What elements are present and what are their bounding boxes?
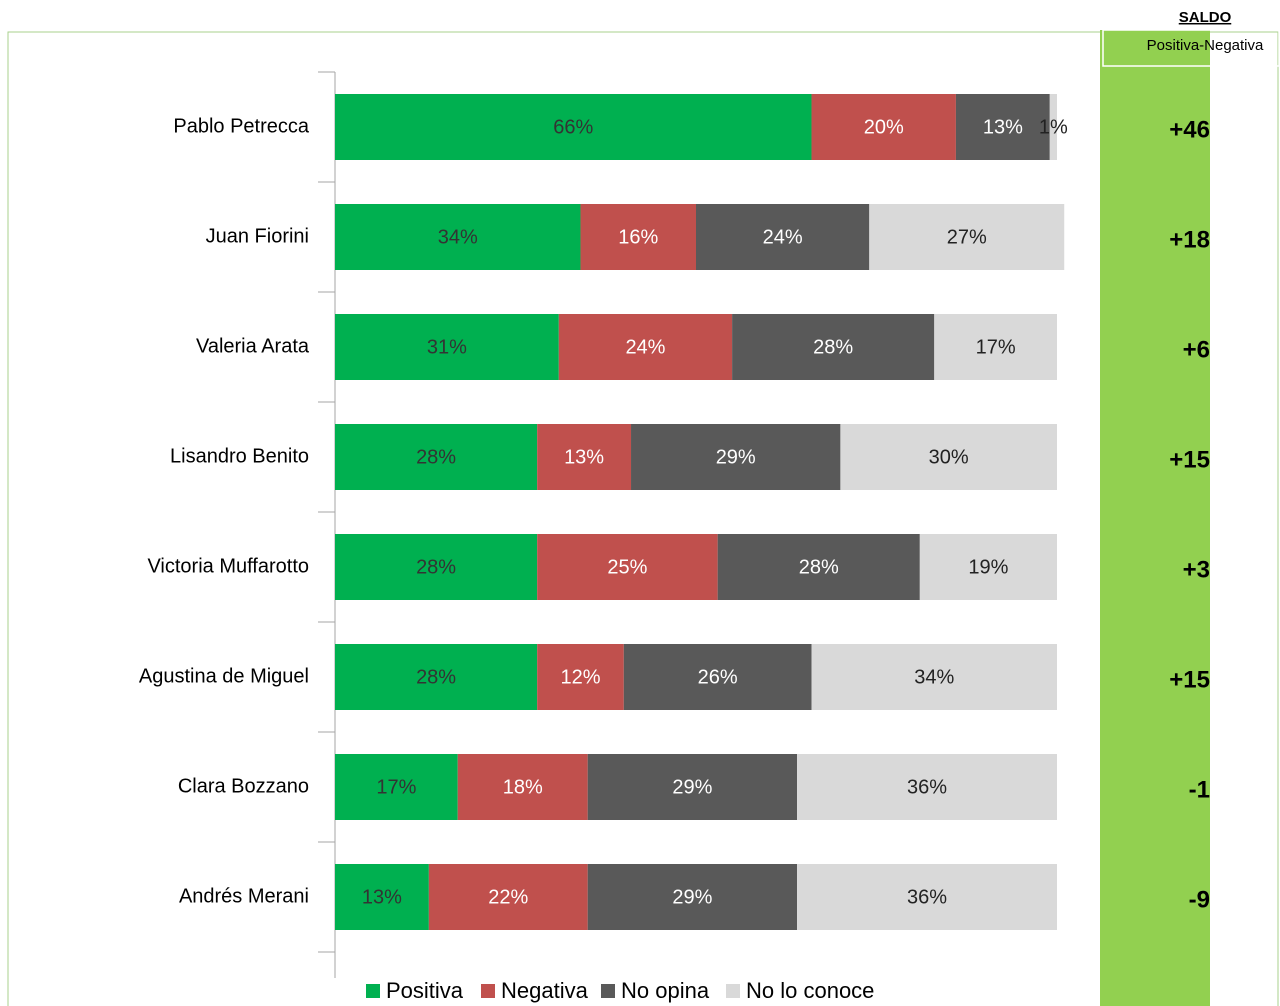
value-label: 29% [716,446,756,468]
bar-segment [558,314,733,380]
bar-segment [955,94,1050,160]
bar-segment [934,314,1057,380]
saldo-value: +3 [1183,556,1210,583]
chart-frame [7,31,1279,1006]
bar-segment [623,644,812,710]
bar-segment [811,94,956,160]
value-label: 19% [968,556,1008,578]
bar-segment [335,754,458,820]
saldo-value: +15 [1169,446,1210,473]
bar-segment [840,424,1057,490]
category-label: Agustina de Miguel [139,665,309,687]
saldo-value: -1 [1189,776,1210,803]
saldo-header-box [1102,29,1280,67]
legend-swatch [481,984,495,998]
bar-segment [457,754,588,820]
value-label: 30% [929,446,969,468]
bar-segment [587,864,798,930]
value-label: 28% [416,556,456,578]
value-label: 66% [553,116,593,138]
legend-label: Negativa [501,978,589,1003]
value-label: 29% [672,776,712,798]
category-label: Lisandro Benito [170,445,309,467]
saldo-value: +6 [1183,336,1210,363]
bar-segment [1049,94,1057,160]
value-label: 36% [907,776,947,798]
bar-segment [631,424,841,490]
bar-segment [537,644,624,710]
value-label: 34% [438,226,478,248]
value-label: 27% [947,226,987,248]
bar-segment [428,864,588,930]
value-label: 22% [488,886,528,908]
saldo-value: -9 [1189,886,1210,913]
bar-segment [696,204,870,270]
category-label: Clara Bozzano [178,775,309,797]
value-label: 28% [416,666,456,688]
value-label: 26% [698,666,738,688]
value-label: 13% [983,116,1023,138]
value-label: 17% [976,336,1016,358]
value-label: 28% [813,336,853,358]
saldo-column [1100,30,1210,1006]
value-label: 1% [1039,116,1068,138]
bar-segment [335,864,429,930]
bar-segment [537,424,632,490]
value-label: 13% [362,886,402,908]
value-label: 31% [427,336,467,358]
category-label: Andrés Merani [179,885,309,907]
value-label: 36% [907,886,947,908]
bar-segment [811,644,1057,710]
bar-segment [537,534,718,600]
bar-segment [797,754,1057,820]
bar-segment [580,204,696,270]
legend-label: No opina [621,978,710,1003]
bar-segment [797,864,1057,930]
value-label: 16% [618,226,658,248]
value-label: 17% [376,776,416,798]
bar-segment [335,534,538,600]
bar-segment [717,534,920,600]
legend-swatch [726,984,740,998]
value-label: 34% [914,666,954,688]
legend-label: Positiva [386,978,464,1003]
value-label: 29% [672,886,712,908]
bar-segment [335,424,538,490]
category-label: Victoria Muffarotto [147,555,309,577]
bar-segment [587,754,798,820]
legend-swatch [601,984,615,998]
bar-segment [335,204,581,270]
value-label: 12% [560,666,600,688]
category-label: Juan Fiorini [206,225,309,247]
bar-segment [335,94,812,160]
value-label: 13% [564,446,604,468]
saldo-value: +18 [1169,226,1210,253]
legend-swatch [366,984,380,998]
saldo-value: +15 [1169,666,1210,693]
bar-segment [869,204,1065,270]
legend-label: No lo conoce [746,978,874,1003]
bar-segment [732,314,935,380]
value-label: 20% [864,116,904,138]
value-label: 28% [416,446,456,468]
saldo-title: SALDO [1179,9,1232,26]
bar-segment [335,644,538,710]
value-label: 28% [799,556,839,578]
value-label: 25% [607,556,647,578]
value-label: 24% [625,336,665,358]
value-label: 18% [503,776,543,798]
bar-segment [335,314,559,380]
value-label: 24% [763,226,803,248]
saldo-value: +46 [1169,116,1210,143]
category-label: Valeria Arata [196,335,310,357]
bar-segment [919,534,1057,600]
saldo-subtitle: Positiva-Negativa [1147,37,1264,54]
category-label: Pablo Petrecca [173,115,310,137]
